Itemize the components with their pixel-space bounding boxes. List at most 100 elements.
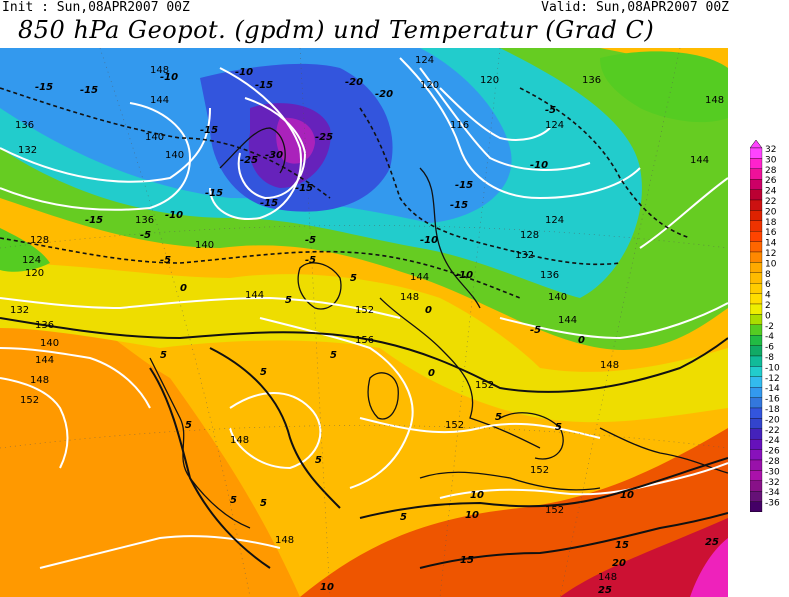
temp-label: -10 bbox=[235, 67, 253, 78]
temperature-solid-contours bbox=[0, 317, 728, 569]
legend-swatch bbox=[750, 158, 763, 169]
coast-british-isles bbox=[367, 372, 399, 420]
coast-north-africa bbox=[419, 471, 601, 491]
legend-swatch bbox=[750, 189, 763, 201]
gp-label: 148 bbox=[230, 435, 249, 446]
legend-label: -6 bbox=[765, 343, 774, 353]
temp-label: -10 bbox=[160, 72, 178, 83]
legend-swatch bbox=[750, 283, 763, 294]
temp-contour-2 bbox=[0, 237, 521, 299]
graticule-line-2 bbox=[299, 48, 331, 597]
legend-swatch bbox=[750, 470, 763, 481]
legend-swatch bbox=[750, 439, 763, 450]
legend-label: -34 bbox=[765, 488, 780, 498]
color-legend: 32 30 28 26 24 22 20 18 16 14 12 10 8 6 4 2 0 -2 -4 -6 -8 -10… bbox=[750, 140, 789, 512]
gp-label: 152 bbox=[475, 380, 494, 391]
gp-label: 128 bbox=[520, 230, 539, 241]
legend-label: -16 bbox=[765, 395, 780, 405]
legend-label: 26 bbox=[765, 176, 777, 186]
temp-label: 25 bbox=[598, 585, 612, 596]
legend-swatch bbox=[750, 210, 763, 221]
gp-label: 136 bbox=[135, 215, 154, 226]
gp-label: 148 bbox=[598, 572, 617, 583]
legend-swatch bbox=[750, 355, 763, 367]
temp-label: -5 bbox=[140, 230, 151, 241]
temp-contour-10 bbox=[359, 457, 728, 519]
temp-label: 0 bbox=[425, 305, 432, 316]
temp-label: -5 bbox=[545, 105, 556, 116]
coast-greenland-tip bbox=[219, 127, 286, 174]
gp-contour-8 bbox=[0, 296, 401, 319]
temp-label: 5 bbox=[285, 295, 292, 306]
gp-label: 132 bbox=[515, 250, 534, 261]
gp-label: 152 bbox=[545, 505, 564, 516]
temp-contour-3 bbox=[359, 107, 621, 266]
gp-label: 148 bbox=[275, 535, 294, 546]
legend-swatch bbox=[750, 241, 763, 253]
legend-swatch bbox=[750, 407, 763, 419]
gp-label: 136 bbox=[582, 75, 601, 86]
gp-label: 144 bbox=[35, 355, 54, 366]
temp-label: 10 bbox=[470, 490, 484, 501]
gp-label: 140 bbox=[145, 132, 164, 143]
gp-label: 148 bbox=[705, 95, 724, 106]
gp-label: 152 bbox=[20, 395, 39, 406]
temp-label: -5 bbox=[160, 255, 171, 266]
temp-contour-zero bbox=[0, 317, 728, 393]
legend-swatch bbox=[750, 199, 763, 211]
gp-label: 140 bbox=[195, 240, 214, 251]
legend-bars bbox=[750, 140, 763, 512]
gp-contour-17 bbox=[639, 177, 728, 249]
gp-contour-7 bbox=[439, 87, 551, 141]
legend-swatch bbox=[750, 397, 763, 409]
gp-contour-1 bbox=[0, 102, 192, 211]
legend-swatch bbox=[750, 220, 763, 232]
temp-label: -15 bbox=[205, 188, 223, 199]
temp-label: -5 bbox=[305, 255, 316, 266]
temp-label: -15 bbox=[450, 200, 468, 211]
temp-label: -15 bbox=[200, 125, 218, 136]
legend-label: 0 bbox=[765, 311, 771, 321]
gp-contour-4 bbox=[237, 97, 307, 200]
temp-label: 5 bbox=[350, 273, 357, 284]
legend-label: -24 bbox=[765, 436, 780, 446]
gp-label: 144 bbox=[690, 155, 709, 166]
gp-contour-9 bbox=[0, 347, 151, 409]
gp-contour-16 bbox=[499, 302, 728, 340]
legend-label: -30 bbox=[765, 467, 780, 477]
temp-label: 5 bbox=[185, 420, 192, 431]
geopotential-labels: 148 144 136 132 128 124 120 140 140 136 … bbox=[10, 55, 724, 583]
gp-contour-6 bbox=[419, 67, 591, 171]
temp-label: -25 bbox=[315, 132, 333, 143]
field-orange-west bbox=[0, 278, 300, 597]
legend-swatch bbox=[750, 387, 763, 398]
weather-map: 148 144 136 132 128 124 120 140 140 136 … bbox=[0, 48, 728, 597]
gp-label: 156 bbox=[355, 335, 374, 346]
temp-label: 5 bbox=[160, 350, 167, 361]
gp-label: 152 bbox=[355, 305, 374, 316]
temp-label: -15 bbox=[260, 198, 278, 209]
temp-label: -15 bbox=[295, 183, 313, 194]
gp-label: 152 bbox=[530, 465, 549, 476]
legend-label: -4 bbox=[765, 332, 774, 342]
gp-label: 136 bbox=[540, 270, 559, 281]
gp-label: 148 bbox=[150, 65, 169, 76]
temp-contour-5a bbox=[149, 367, 271, 569]
legend-swatch bbox=[750, 491, 763, 502]
field-red-south bbox=[300, 428, 728, 597]
temp-label: -10 bbox=[530, 160, 548, 171]
legend-label: -12 bbox=[765, 374, 780, 384]
temp-label: 10 bbox=[620, 490, 634, 501]
legend-swatch bbox=[750, 480, 763, 492]
legend-label: -22 bbox=[765, 426, 780, 436]
legend-swatch bbox=[750, 366, 763, 377]
temp-label: -15 bbox=[35, 82, 53, 93]
legend-label: 20 bbox=[765, 207, 777, 217]
legend-swatch bbox=[750, 251, 763, 263]
header: Init : Sun,08APR2007 00Z Valid: Sun,08AP… bbox=[0, 0, 789, 48]
legend-label: -2 bbox=[765, 322, 774, 332]
geopotential-contours bbox=[0, 57, 728, 569]
gp-label: 144 bbox=[150, 95, 169, 106]
temp-label: -5 bbox=[305, 235, 316, 246]
gp-label: 124 bbox=[545, 120, 564, 131]
